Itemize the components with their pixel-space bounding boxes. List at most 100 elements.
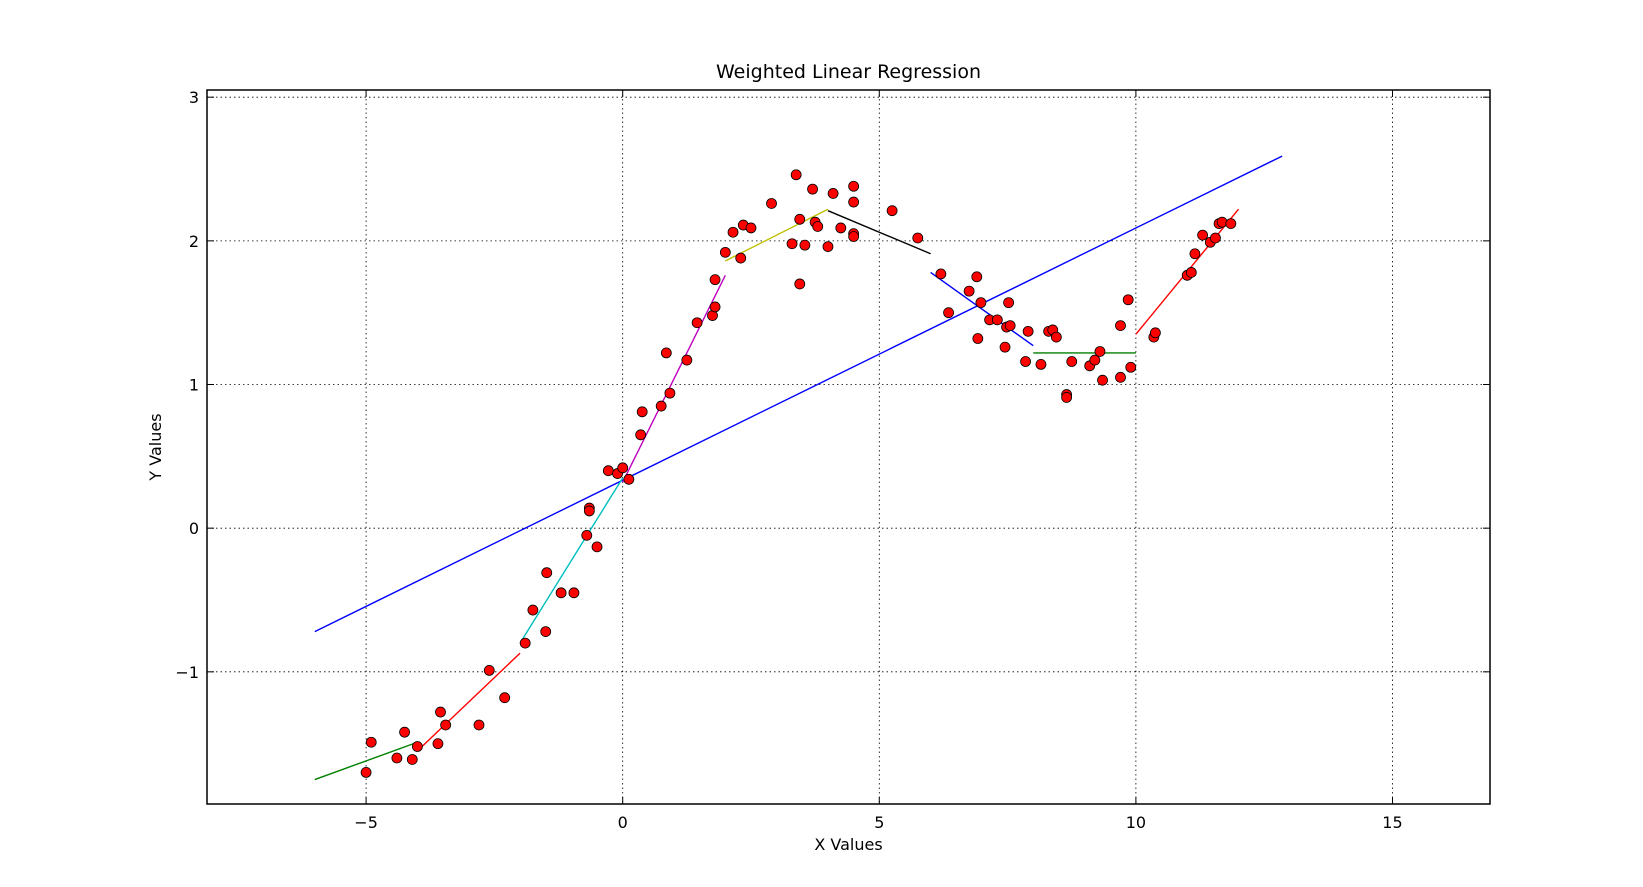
data-point xyxy=(943,307,954,319)
data-point xyxy=(541,567,553,579)
data-point xyxy=(1066,356,1078,367)
y-tick-label: 1 xyxy=(189,376,199,395)
data-point xyxy=(963,285,975,297)
data-point xyxy=(473,719,485,731)
data-point xyxy=(432,738,444,750)
data-point xyxy=(664,387,676,399)
fit-line xyxy=(725,208,829,262)
data-point xyxy=(1061,392,1073,403)
data-point xyxy=(735,252,747,264)
data-point xyxy=(1225,218,1237,230)
x-tick-label: 15 xyxy=(1382,813,1402,832)
data-point xyxy=(766,198,777,209)
data-point xyxy=(391,752,403,764)
data-point xyxy=(1004,320,1016,332)
x-tick-label: −5 xyxy=(354,813,378,832)
data-point xyxy=(623,473,635,485)
data-point xyxy=(709,301,721,313)
data-point xyxy=(399,726,410,738)
data-point xyxy=(617,462,629,474)
data-point xyxy=(1003,297,1015,309)
data-point xyxy=(555,587,567,599)
data-point xyxy=(499,692,511,704)
y-tick-labels: −1 0 1 2 3 xyxy=(175,88,199,682)
chart-title: Weighted Linear Regression xyxy=(716,61,981,83)
data-point xyxy=(991,314,1003,326)
data-point xyxy=(1094,346,1106,357)
x-tick-label: 5 xyxy=(874,813,884,832)
data-point xyxy=(822,241,834,252)
data-point xyxy=(1035,358,1047,370)
data-point xyxy=(519,637,531,649)
data-point xyxy=(786,238,798,250)
x-axis-title: X Values xyxy=(814,835,882,854)
data-point xyxy=(972,333,984,344)
data-point xyxy=(727,226,739,238)
x-tick-label: 10 xyxy=(1126,813,1146,832)
y-tick-label: 2 xyxy=(189,232,199,251)
ticks xyxy=(207,90,1490,804)
data-point xyxy=(568,587,580,599)
grid xyxy=(207,90,1490,804)
data-point xyxy=(583,505,595,517)
data-points xyxy=(360,169,1237,778)
data-point xyxy=(848,180,860,192)
y-tick-label: 0 xyxy=(189,519,199,538)
data-point xyxy=(971,271,983,283)
data-point xyxy=(807,183,818,195)
data-point xyxy=(848,196,860,208)
data-point xyxy=(1115,371,1126,383)
plot-frame xyxy=(206,89,1491,805)
data-point xyxy=(1149,327,1161,339)
x-tick-labels: −5 0 5 10 15 xyxy=(354,813,1402,832)
data-point xyxy=(660,347,672,359)
data-point xyxy=(636,406,648,418)
data-point xyxy=(935,268,947,280)
data-point xyxy=(691,317,703,329)
y-axis-title: Y Values xyxy=(146,413,165,481)
data-point xyxy=(483,664,495,676)
fit-line xyxy=(416,652,521,752)
data-point xyxy=(1197,229,1209,241)
data-point xyxy=(1115,320,1126,332)
data-point xyxy=(794,213,806,225)
data-point xyxy=(1089,354,1101,366)
fit-line xyxy=(519,477,624,644)
data-point xyxy=(745,222,757,234)
data-point xyxy=(790,169,802,181)
data-point xyxy=(975,297,987,309)
data-point xyxy=(655,400,667,412)
data-point xyxy=(719,246,731,258)
fit-line xyxy=(314,155,1283,633)
data-point xyxy=(581,529,593,541)
data-point xyxy=(1122,294,1134,306)
data-point xyxy=(602,465,614,477)
data-point xyxy=(1210,232,1221,244)
data-point xyxy=(799,239,811,251)
data-point xyxy=(360,766,372,778)
data-point xyxy=(999,341,1011,353)
fit-line xyxy=(930,271,1034,347)
data-point xyxy=(635,429,647,441)
data-point xyxy=(681,354,693,366)
y-tick-label: 3 xyxy=(189,88,199,107)
data-point xyxy=(812,221,824,232)
data-point xyxy=(1185,267,1197,278)
x-tick-label: 0 xyxy=(618,813,628,832)
data-point xyxy=(794,278,806,290)
data-point xyxy=(709,274,721,286)
data-point xyxy=(365,736,377,748)
data-point xyxy=(540,626,552,638)
data-point xyxy=(912,232,924,244)
data-point xyxy=(827,188,839,199)
data-point xyxy=(1020,356,1031,367)
data-point xyxy=(1216,216,1228,228)
data-point xyxy=(1125,361,1137,373)
data-point xyxy=(848,231,860,242)
fit-line xyxy=(827,210,931,255)
data-point xyxy=(1022,325,1034,337)
data-point xyxy=(435,706,446,718)
data-point xyxy=(886,205,898,217)
